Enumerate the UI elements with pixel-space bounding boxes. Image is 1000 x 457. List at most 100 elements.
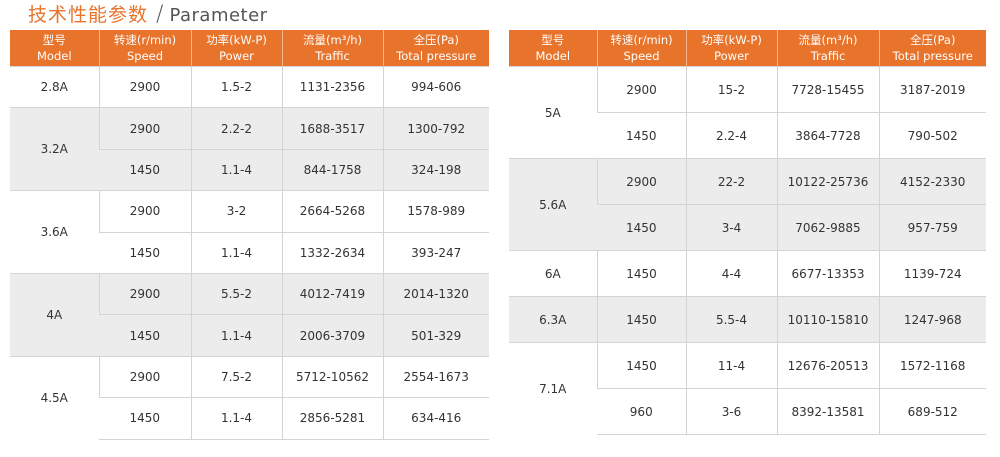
power-cell: 5.5-4 — [685, 296, 777, 343]
speed-cell: 2900 — [98, 65, 191, 108]
parameter-table-right: 型号 Model 转速(r/min) Speed 功率(kW-P) Power 流量(m³/… — [509, 30, 986, 435]
power-cell: 2.2-2 — [190, 107, 282, 150]
pressure-cell: 3187-2019 — [878, 66, 986, 113]
pressure-cell: 790-502 — [878, 112, 986, 159]
speed-cell: 2900 — [98, 355, 191, 398]
column-header-cn: 流量(m³/h) — [303, 33, 362, 47]
power-cell: 15-2 — [685, 66, 777, 113]
power-cell: 1.1-4 — [190, 314, 282, 357]
table-row: 5.6A 2900 22-2 10122-25736 4152-2330 — [509, 158, 986, 251]
column-header-model: 型号 Model — [10, 30, 99, 67]
traffic-cell: 10110-15810 — [776, 296, 879, 343]
traffic-cell: 6677-13353 — [776, 250, 879, 297]
pressure-cell: 393-247 — [382, 231, 489, 274]
table-row: 4A 2900 5.5-2 4012-7419 2014-1320 — [10, 272, 489, 357]
pressure-cell: 1300-792 — [382, 107, 489, 150]
model-cell: 5.6A — [509, 158, 597, 251]
power-cell: 5.5-2 — [190, 272, 282, 315]
pressure-cell: 324-198 — [382, 148, 489, 191]
column-header-en: Total pressure — [892, 49, 973, 63]
pressure-cell: 957-759 — [878, 204, 986, 251]
power-cell: 1.5-2 — [190, 65, 282, 108]
column-header-en: Power — [219, 49, 254, 63]
speed-cell: 2900 — [98, 107, 191, 150]
parameter-table-left: 型号 Model 转速(r/min) Speed 功率(kW-P) Power 流量(m³/… — [10, 30, 489, 440]
speed-cell: 1450 — [99, 397, 191, 440]
model-cell: 6A — [509, 250, 597, 297]
page-title: 技术性能参数 / Parameter — [28, 0, 268, 27]
traffic-cell: 1688-3517 — [281, 107, 383, 150]
speed-cell: 1450 — [596, 296, 686, 343]
model-cell: 4.5A — [10, 355, 99, 440]
table-row: 4.5A 2900 7.5-2 5712-10562 2554-1673 — [10, 355, 489, 440]
table-row: 6A 1450 4-4 6677-13353 1139-724 — [509, 250, 986, 297]
column-header-en: Traffic — [810, 49, 846, 63]
power-cell: 7.5-2 — [190, 355, 282, 398]
pressure-cell: 634-416 — [382, 397, 489, 440]
speed-cell: 1450 — [99, 148, 191, 191]
column-header-cn: 转速(r/min) — [113, 33, 177, 47]
column-header-traffic: 流量(m³/h) Traffic — [281, 30, 383, 67]
title-slash: / — [156, 2, 164, 27]
column-header-cn: 功率(kW-P) — [701, 33, 762, 47]
speed-cell: 2900 — [596, 158, 686, 205]
speed-cell: 2900 — [596, 66, 686, 113]
traffic-cell: 3864-7728 — [776, 112, 879, 159]
speed-cell: 1450 — [597, 112, 686, 159]
header-row: 型号 Model 转速(r/min) Speed 功率(kW-P) Power 流量(m³/… — [509, 30, 986, 67]
title-cn: 技术性能参数 — [28, 4, 149, 26]
traffic-cell: 2856-5281 — [281, 397, 383, 440]
column-header-cn: 全压(Pa) — [910, 33, 956, 47]
table-row: 1450 1.1-4 844-1758 324-198 — [10, 148, 489, 191]
power-cell: 22-2 — [685, 158, 777, 205]
pressure-cell: 994-606 — [382, 65, 489, 108]
column-header-cn: 转速(r/min) — [610, 33, 673, 47]
pressure-cell: 4152-2330 — [878, 158, 986, 205]
speed-cell: 1450 — [597, 204, 686, 251]
table-row: 1450 1.1-4 2856-5281 634-416 — [10, 397, 489, 440]
speed-cell: 1450 — [99, 231, 191, 274]
traffic-cell: 1131-2356 — [281, 65, 383, 108]
power-cell: 3-4 — [685, 204, 777, 251]
column-header-speed: 转速(r/min) Speed — [98, 30, 191, 67]
column-header-traffic: 流量(m³/h) Traffic — [776, 30, 879, 67]
title-en: Parameter — [169, 5, 268, 26]
speed-cell: 1450 — [99, 314, 191, 357]
traffic-cell: 7728-15455 — [776, 66, 879, 113]
traffic-cell: 4012-7419 — [281, 272, 383, 315]
table-row: 1450 2.2-4 3864-7728 790-502 — [509, 112, 986, 159]
column-header-en: Speed — [623, 49, 660, 63]
power-cell: 2.2-4 — [685, 112, 777, 159]
model-cell: 3.6A — [10, 190, 99, 274]
column-header-cn: 型号 — [541, 33, 565, 47]
model-cell: 7.1A — [509, 342, 597, 435]
header-row: 型号 Model 转速(r/min) Speed 功率(kW-P) Power 流量(m³/… — [10, 30, 489, 67]
table-row: 1450 1.1-4 2006-3709 501-329 — [10, 314, 489, 357]
power-cell: 3-6 — [685, 388, 777, 435]
pressure-cell: 501-329 — [382, 314, 489, 357]
table-row: 7.1A 1450 11-4 12676-20513 1572-1168 — [509, 342, 986, 435]
model-cell: 2.8A — [10, 65, 99, 108]
pressure-cell: 689-512 — [878, 388, 986, 435]
table-row: 960 3-6 8392-13581 689-512 — [509, 388, 986, 435]
traffic-cell: 5712-10562 — [281, 355, 383, 398]
power-cell: 4-4 — [685, 250, 777, 297]
power-cell: 11-4 — [685, 342, 777, 389]
model-cell: 4A — [10, 272, 99, 357]
power-cell: 1.1-4 — [190, 231, 282, 274]
model-cell: 6.3A — [509, 296, 597, 343]
model-cell: 3.2A — [10, 107, 99, 191]
table-row: 5A 2900 15-2 7728-15455 3187-2019 — [509, 66, 986, 159]
pressure-cell: 1578-989 — [382, 190, 489, 233]
table-row: 3.2A 2900 2.2-2 1688-3517 1300-792 — [10, 107, 489, 191]
column-header-model: 型号 Model — [509, 30, 597, 67]
column-header-speed: 转速(r/min) Speed — [596, 30, 686, 67]
traffic-cell: 7062-9885 — [776, 204, 879, 251]
pressure-cell: 2014-1320 — [382, 272, 489, 315]
column-header-pressure: 全压(Pa) Total pressure — [382, 30, 489, 67]
power-cell: 3-2 — [190, 190, 282, 233]
power-cell: 1.1-4 — [190, 148, 282, 191]
column-header-en: Model — [36, 49, 72, 63]
speed-cell: 2900 — [98, 272, 191, 315]
traffic-cell: 2664-5268 — [281, 190, 383, 233]
